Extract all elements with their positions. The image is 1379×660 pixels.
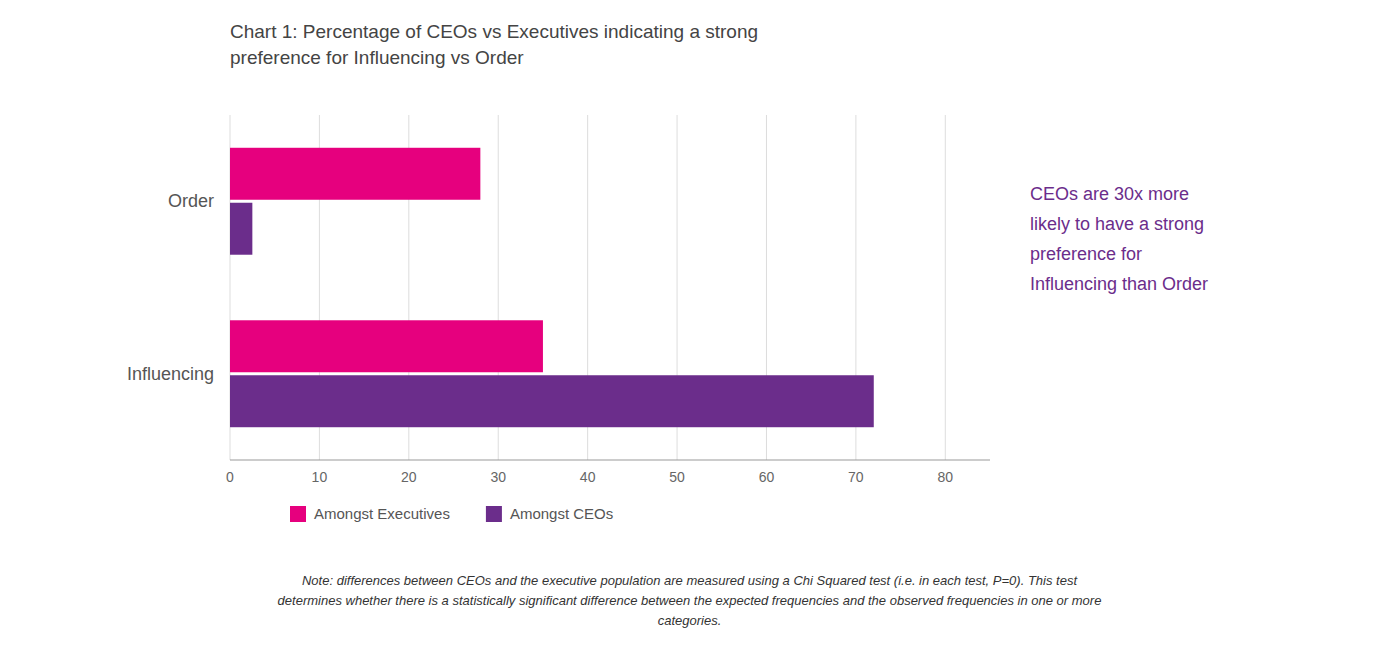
bars bbox=[230, 148, 874, 427]
annotation: CEOs are 30x morelikely to have a strong… bbox=[1030, 184, 1208, 294]
category-label: Influencing bbox=[127, 364, 214, 384]
tick-label: 40 bbox=[580, 469, 596, 485]
grid-line bbox=[945, 115, 946, 460]
legend-swatch bbox=[486, 506, 502, 522]
title: Chart 1: Percentage of CEOs vs Executive… bbox=[230, 21, 758, 68]
legend-label: Amongst CEOs bbox=[510, 505, 613, 522]
tick-label: 60 bbox=[759, 469, 775, 485]
legend-label: Amongst Executives bbox=[314, 505, 450, 522]
bar bbox=[230, 203, 252, 255]
bar bbox=[230, 375, 874, 427]
legend-swatch bbox=[290, 506, 306, 522]
grid bbox=[230, 115, 945, 460]
tick-label: 50 bbox=[669, 469, 685, 485]
legend: Amongst Executives Amongst CEOs bbox=[290, 505, 613, 522]
category-label: Order bbox=[168, 191, 214, 211]
note: Note: differences between CEOs and the e… bbox=[278, 573, 1102, 628]
tick-label: 20 bbox=[401, 469, 417, 485]
bar bbox=[230, 148, 480, 200]
tick-label: 70 bbox=[848, 469, 864, 485]
tick-label: 0 bbox=[226, 469, 234, 485]
bar bbox=[230, 320, 543, 372]
tick-label: 30 bbox=[490, 469, 506, 485]
tick-label: 10 bbox=[312, 469, 328, 485]
x-axis-line bbox=[230, 460, 990, 461]
tick-label: 80 bbox=[938, 469, 954, 485]
chart: Chart 1: Percentage of CEOs vs Executive… bbox=[0, 0, 1379, 660]
